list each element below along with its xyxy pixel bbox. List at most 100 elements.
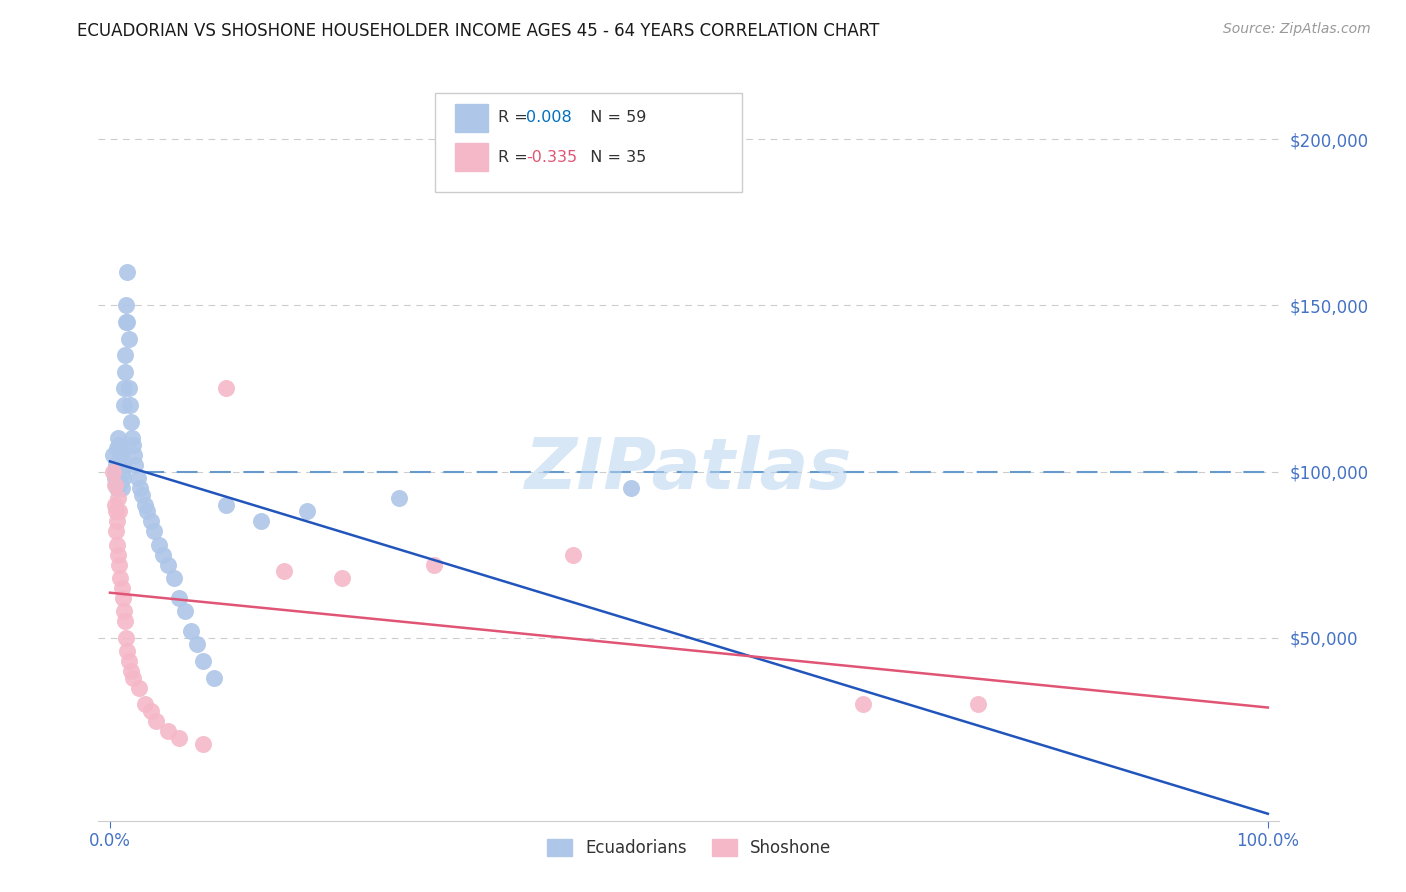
Point [114, 365, 136, 379]
Point [148, 538, 170, 552]
Point [215, 381, 238, 395]
Point [103, 465, 125, 479]
Point [115, 315, 138, 329]
Point [120, 664, 142, 678]
Text: R =: R = [498, 150, 533, 165]
Point [215, 498, 238, 512]
Point [967, 698, 990, 712]
Point [103, 448, 125, 462]
Point [423, 558, 446, 572]
Point [122, 671, 145, 685]
Point [120, 415, 142, 429]
Point [139, 515, 162, 529]
Point [114, 614, 136, 628]
Point [105, 442, 128, 456]
Point [104, 524, 127, 539]
Point [136, 504, 159, 518]
Point [110, 465, 132, 479]
Point [111, 471, 134, 485]
Point [134, 698, 156, 712]
Point [134, 498, 156, 512]
Text: N = 59: N = 59 [581, 111, 647, 125]
Point [110, 581, 132, 595]
Point [163, 571, 186, 585]
Point [118, 398, 141, 412]
Point [620, 481, 643, 495]
Point [330, 571, 353, 585]
Point [110, 481, 132, 495]
Point [124, 458, 146, 472]
Point [107, 491, 129, 505]
Point [105, 515, 128, 529]
Text: Source: ZipAtlas.com: Source: ZipAtlas.com [1223, 22, 1371, 37]
Point [117, 654, 139, 668]
Point [108, 438, 131, 452]
Point [114, 348, 136, 362]
Point [111, 458, 134, 472]
Point [117, 265, 139, 279]
Point [108, 478, 131, 492]
Point [562, 548, 585, 562]
FancyBboxPatch shape [456, 103, 488, 132]
Point [169, 731, 191, 745]
Point [108, 504, 131, 518]
Point [145, 714, 167, 728]
Point [180, 624, 202, 639]
Point [104, 498, 127, 512]
Point [115, 631, 138, 645]
Point [139, 704, 162, 718]
Point [143, 524, 166, 539]
Point [104, 478, 127, 492]
Point [117, 644, 139, 658]
Point [112, 398, 135, 412]
FancyBboxPatch shape [456, 144, 488, 171]
Point [127, 471, 149, 485]
Point [186, 637, 208, 651]
Point [105, 481, 128, 495]
Point [110, 451, 132, 466]
Point [117, 315, 139, 329]
Point [124, 448, 146, 462]
Point [273, 564, 295, 578]
Text: ZIPatlas: ZIPatlas [526, 435, 852, 504]
Text: 0.008: 0.008 [526, 111, 572, 125]
Point [104, 465, 127, 479]
Point [117, 381, 139, 395]
Point [108, 558, 131, 572]
Point [121, 431, 143, 445]
Text: -0.335: -0.335 [526, 150, 576, 165]
Point [249, 515, 271, 529]
Point [112, 604, 135, 618]
Point [107, 454, 129, 468]
Point [110, 465, 132, 479]
Point [112, 381, 135, 395]
Point [128, 681, 150, 695]
Point [852, 698, 875, 712]
Point [107, 431, 129, 445]
Point [388, 491, 411, 505]
Point [131, 488, 153, 502]
Point [174, 604, 197, 618]
Point [105, 538, 128, 552]
Point [105, 465, 128, 479]
Point [115, 298, 138, 312]
Point [295, 504, 318, 518]
Point [191, 737, 214, 751]
FancyBboxPatch shape [434, 93, 742, 192]
Point [110, 444, 132, 458]
Point [107, 548, 129, 562]
Text: R =: R = [498, 111, 533, 125]
Point [104, 504, 127, 518]
Point [117, 332, 139, 346]
Point [104, 478, 127, 492]
Point [191, 654, 214, 668]
Point [104, 471, 127, 485]
Point [122, 438, 145, 452]
Legend: Ecuadorians, Shoshone: Ecuadorians, Shoshone [540, 832, 838, 863]
Point [169, 591, 191, 605]
Point [104, 458, 127, 472]
Text: ECUADORIAN VS SHOSHONE HOUSEHOLDER INCOME AGES 45 - 64 YEARS CORRELATION CHART: ECUADORIAN VS SHOSHONE HOUSEHOLDER INCOM… [77, 22, 880, 40]
Point [152, 548, 174, 562]
Point [110, 475, 132, 489]
Point [156, 558, 179, 572]
